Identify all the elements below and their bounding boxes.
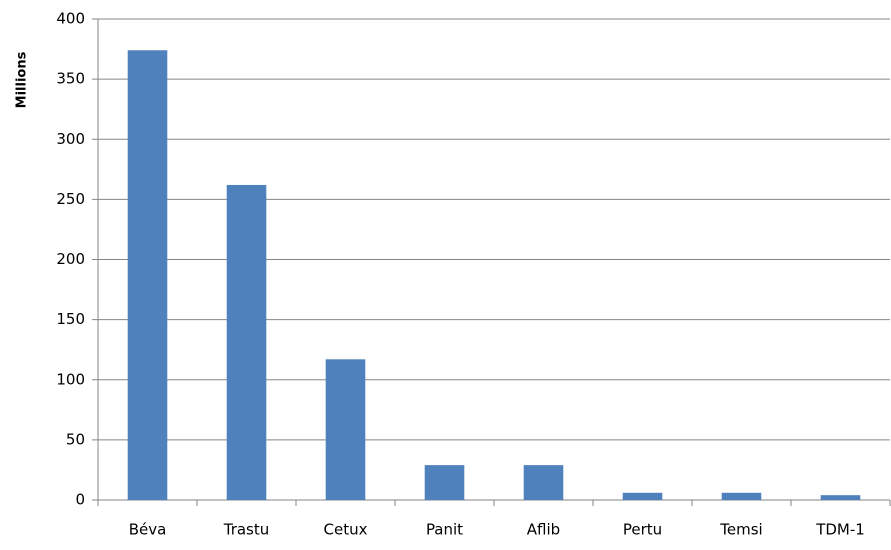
y-tick-label: 100 [56,370,85,388]
bar [226,184,267,500]
y-tick-label: 0 [75,491,85,509]
x-tick-label: Trastu [223,521,270,539]
x-tick-label: Pertu [623,521,662,539]
bar [622,492,663,500]
x-tick-label: Aflib [527,521,560,539]
y-tick-label: 350 [56,70,85,88]
y-tick-label: 50 [66,430,85,448]
y-tick-label: 300 [56,130,85,148]
bar [721,492,762,500]
y-axis-label: Millions [15,51,30,108]
x-tick-label: TDM-1 [815,521,865,539]
bar [523,465,564,500]
y-tick-label: 150 [56,310,85,328]
bar [820,495,861,500]
y-tick-label: 200 [56,250,85,268]
bar [424,465,465,500]
x-tick-label: Panit [426,521,463,539]
bar [127,50,168,500]
x-tick-label: Cetux [324,521,368,539]
y-tick-label: 400 [56,10,85,28]
y-tick-label: 250 [56,190,85,208]
x-tick-label: Béva [129,521,167,539]
x-tick-label: Temsi [719,521,762,539]
bar [325,359,366,500]
